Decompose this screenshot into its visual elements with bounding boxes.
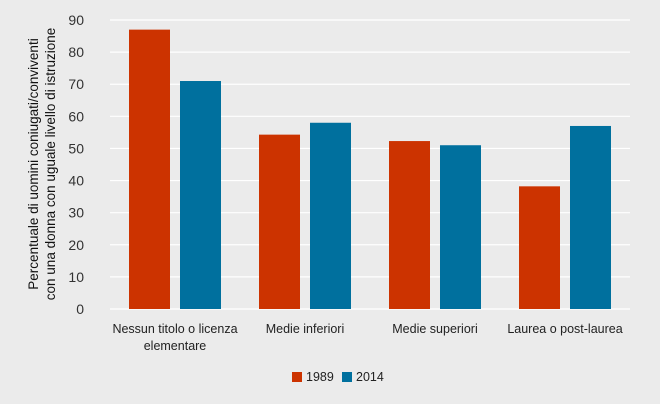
x-category-label: Medie inferiori	[266, 322, 345, 336]
x-category-line: Laurea o post-laurea	[507, 322, 622, 336]
y-tick-label: 40	[68, 173, 84, 189]
bars	[129, 29, 611, 310]
y-tick-label: 60	[68, 108, 84, 124]
bar-1989	[519, 186, 560, 309]
legend-label-2014: 2014	[356, 370, 384, 384]
bar-2014	[310, 122, 351, 309]
y-axis-title: Percentuale di uomini coniugati/conviven…	[26, 28, 58, 300]
y-tick-label: 90	[68, 12, 84, 28]
x-category-line: Medie inferiori	[266, 322, 345, 336]
y-tick-label: 80	[68, 44, 84, 60]
y-tick-label: 70	[68, 76, 84, 92]
x-category-label: Medie superiori	[392, 322, 477, 336]
bar-1989	[129, 29, 170, 310]
bar-1989	[389, 141, 430, 309]
y-axis-ticks: 0 10 20 30 40 50 60 70 80 90	[68, 12, 84, 317]
y-tick-label: 20	[68, 237, 84, 253]
bar-2014	[440, 145, 481, 309]
y-tick-label: 30	[68, 205, 84, 221]
x-category-line: Nessun titolo o licenza	[112, 322, 237, 336]
x-category-label: Nessun titolo o licenza elementare	[112, 322, 237, 353]
y-axis-title-line: Percentuale di uomini coniugati/conviven…	[26, 38, 41, 289]
legend-label-1989: 1989	[306, 370, 334, 384]
y-tick-label: 50	[68, 140, 84, 156]
legend-swatch-1989	[292, 372, 302, 382]
x-category-line: Medie superiori	[392, 322, 477, 336]
y-tick-label: 10	[68, 269, 84, 285]
x-axis-categories: Nessun titolo o licenza elementare Medie i…	[112, 322, 622, 353]
x-category-label: Laurea o post-laurea	[507, 322, 622, 336]
x-category-line: elementare	[144, 339, 207, 353]
legend: 1989 2014	[292, 370, 384, 384]
bar-1989	[259, 134, 300, 309]
bar-2014	[570, 125, 611, 309]
y-axis-title-line: con una donna con uguale livello di istr…	[43, 28, 58, 300]
bar-2014	[180, 81, 221, 309]
y-axis-label: Percentuale di uomini coniugati/conviven…	[26, 28, 58, 300]
y-tick-label: 0	[76, 301, 84, 317]
legend-swatch-2014	[342, 372, 352, 382]
